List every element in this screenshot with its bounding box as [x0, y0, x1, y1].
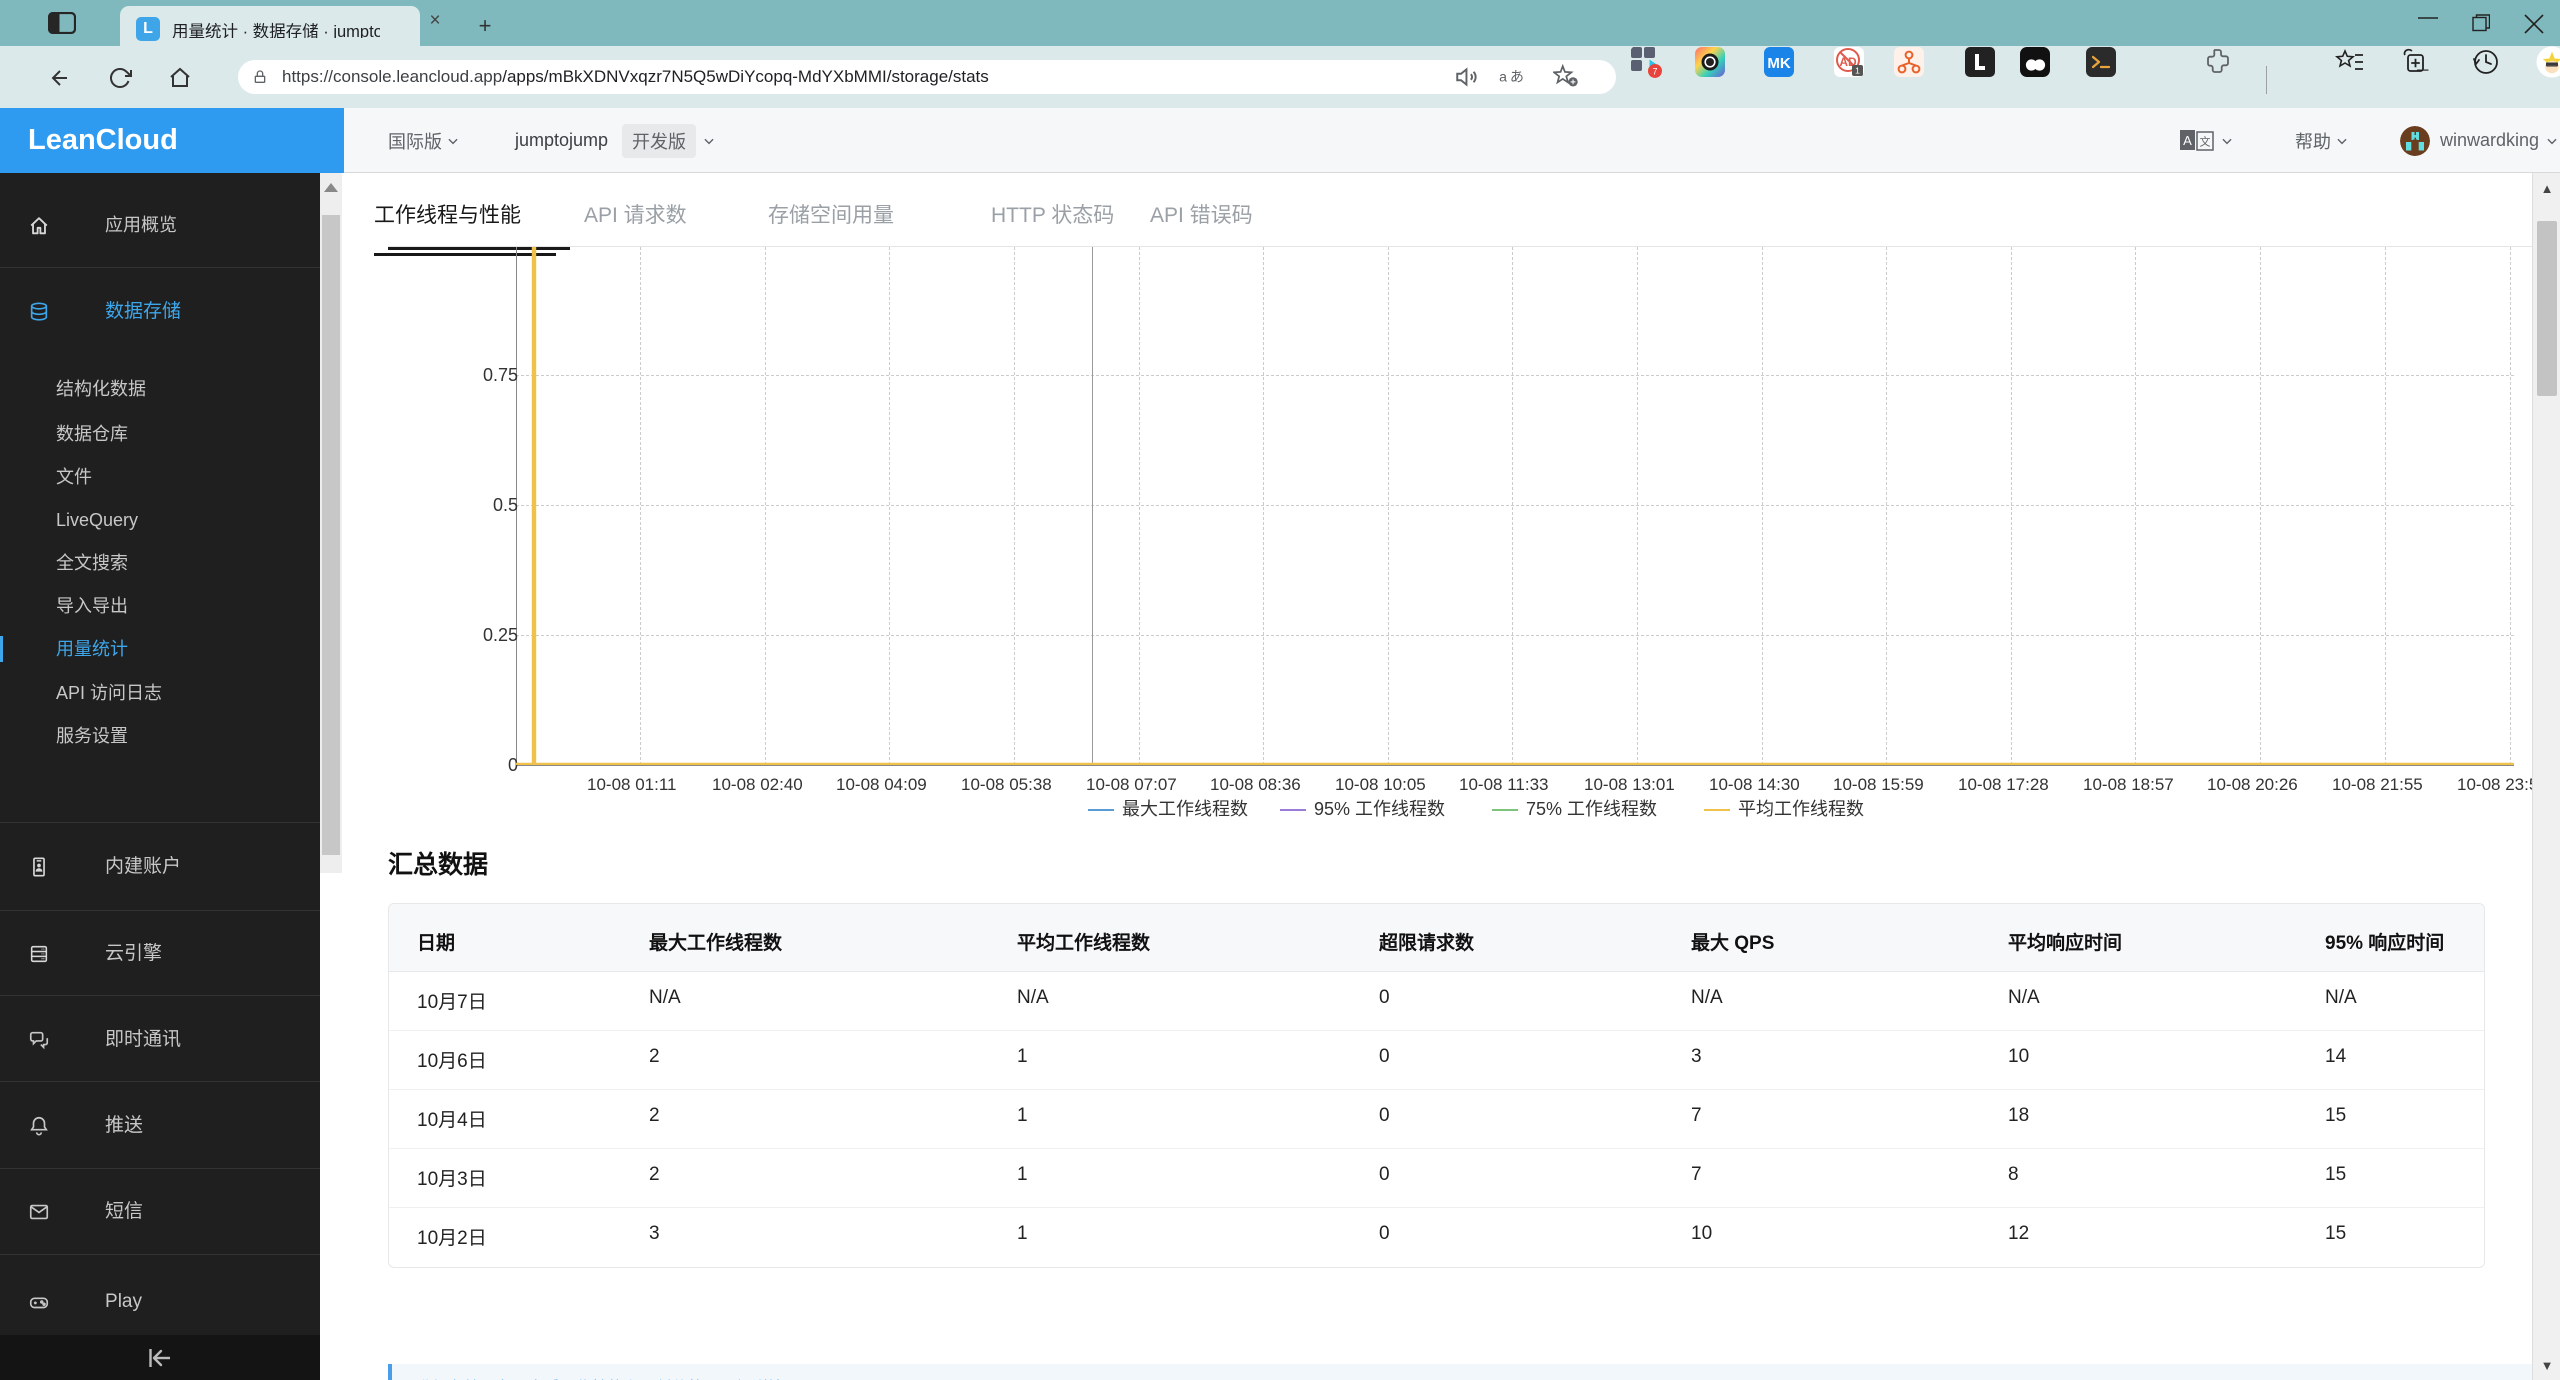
svg-text:あ: あ [1510, 68, 1524, 84]
svg-text:MK: MK [1767, 55, 1790, 72]
svg-text:a: a [1499, 68, 1507, 84]
svg-text:A: A [2183, 133, 2192, 148]
svg-text:文: 文 [2200, 134, 2211, 148]
svg-text:7: 7 [1652, 67, 1657, 77]
svg-text:1: 1 [1855, 66, 1860, 76]
